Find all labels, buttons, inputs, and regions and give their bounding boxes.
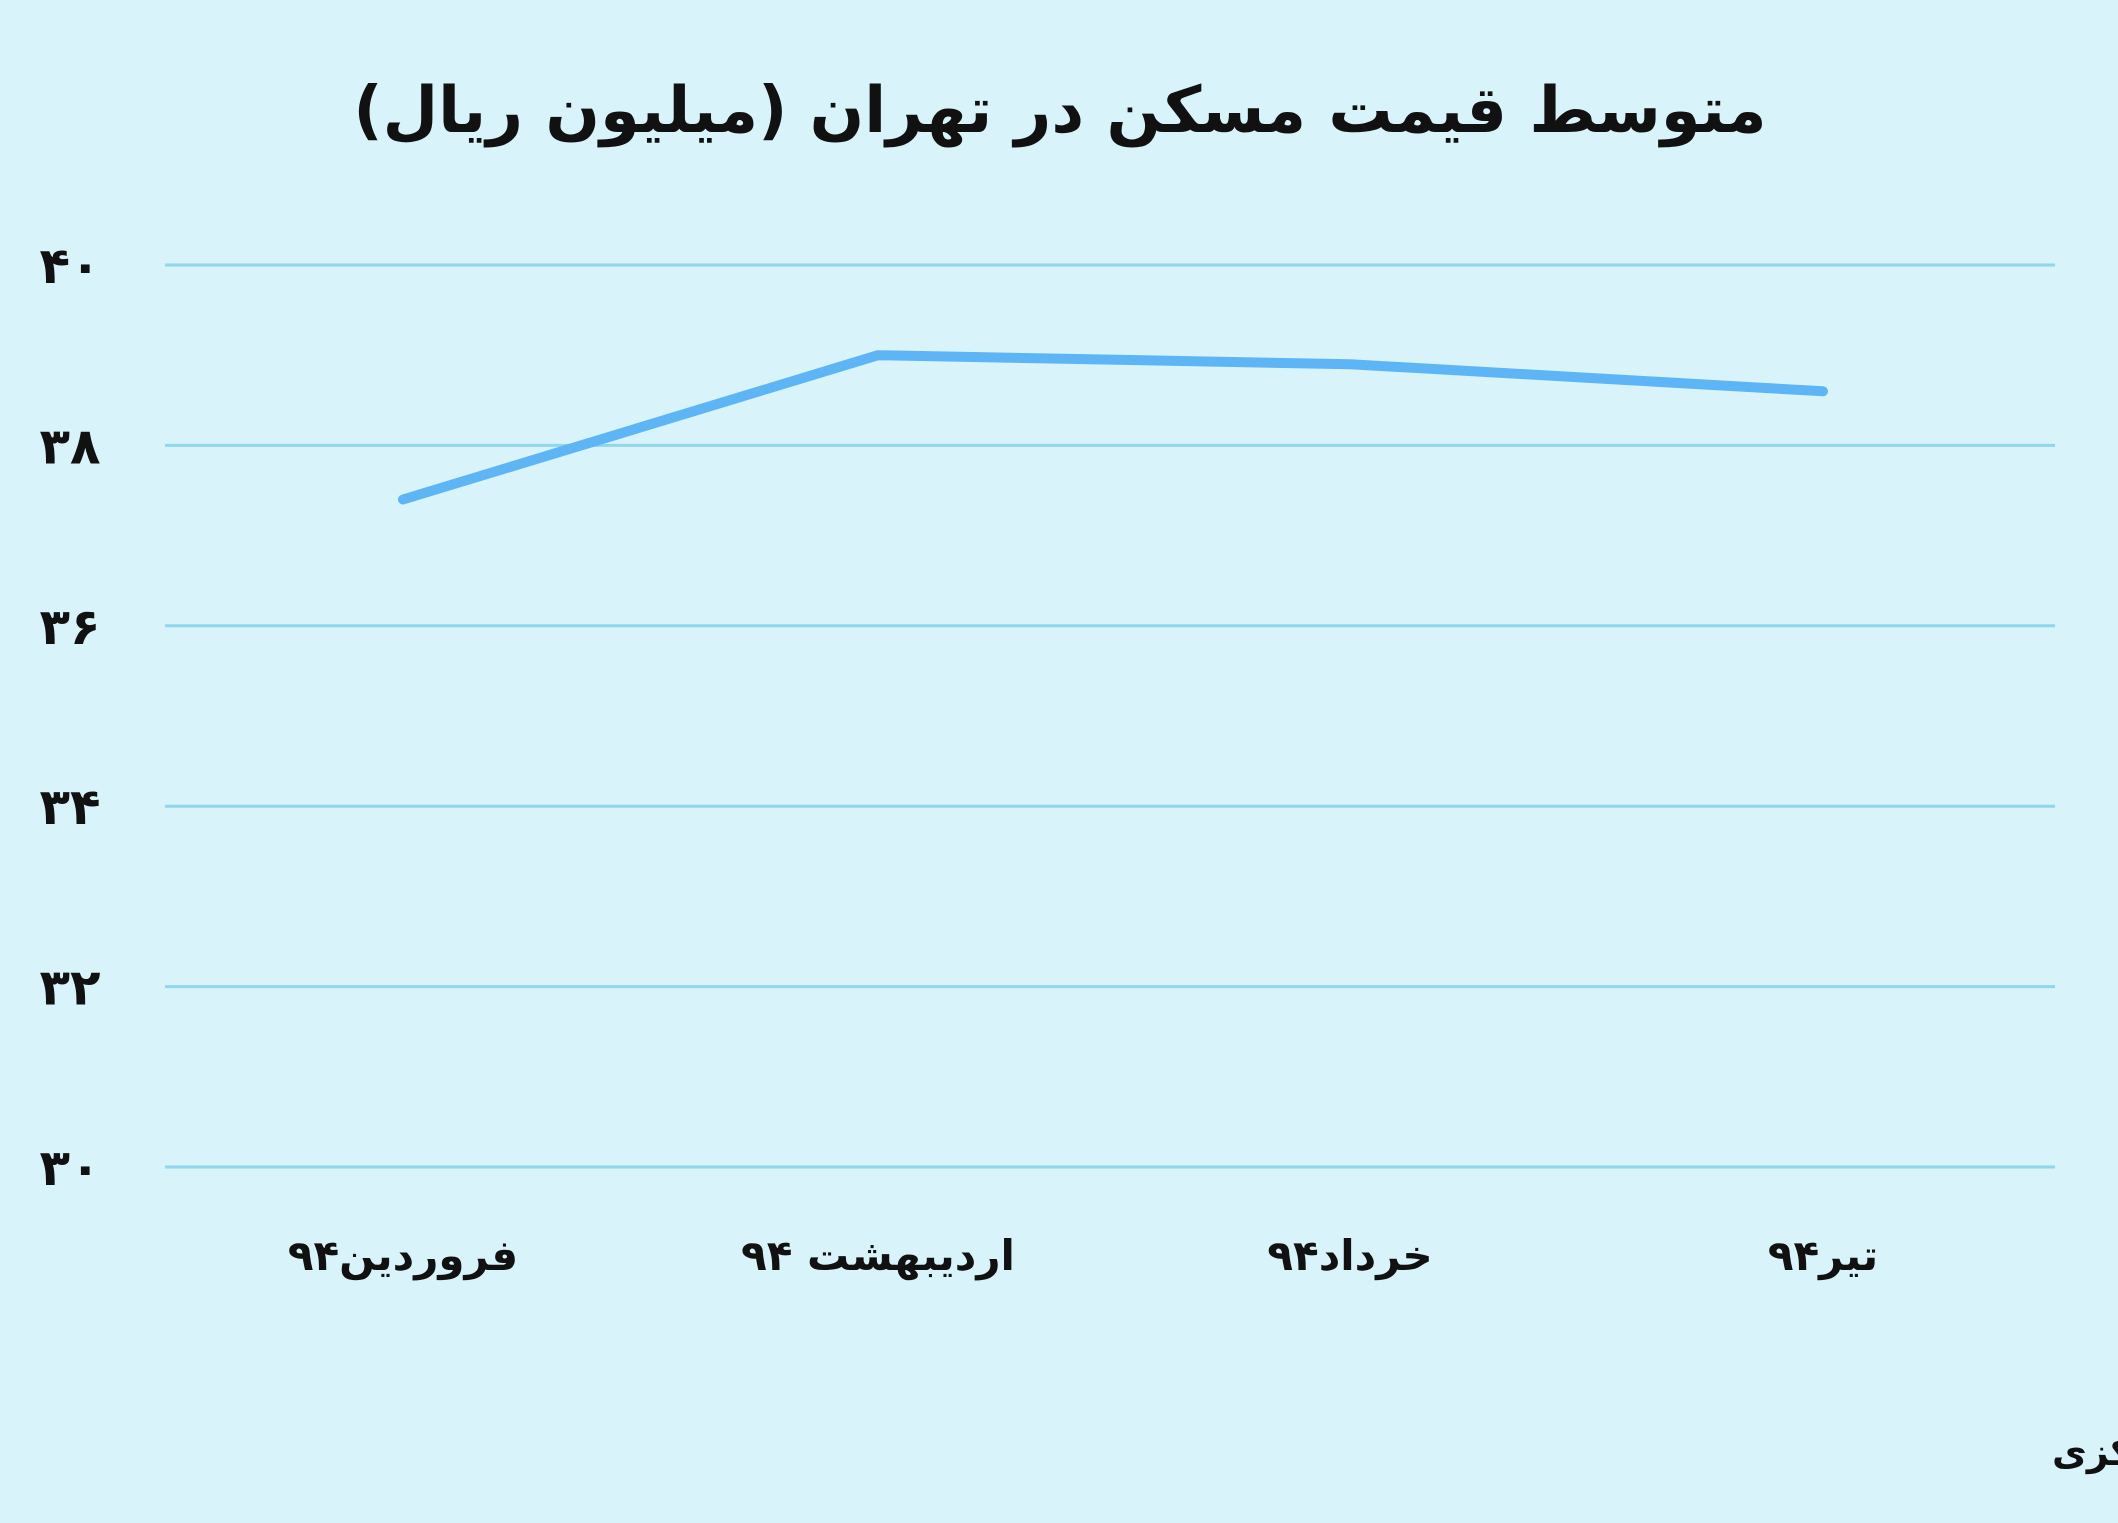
y-axis-ticks: ۳۰ ۳۲ ۳۴ ۳۶ ۳۸ ۴۰ [39,237,100,1197]
x-tick-label: تیر۹۴ [1768,1231,1878,1281]
x-axis-ticks: فروردین۹۴ اردیبهشت ۹۴ خرداد۹۴ تیر۹۴ [288,1231,1878,1281]
chart-title: متوسط قیمت مسکن در تهران (میلیون ریال) [353,74,1766,148]
y-tick-label: ۳۲ [39,959,100,1017]
y-tick-label: ۴۰ [39,237,100,295]
x-tick-label: فروردین۹۴ [288,1231,518,1281]
y-tick-label: ۳۸ [39,417,100,475]
series [398,350,1828,505]
series-line [398,350,1828,505]
y-tick-label: ۳۰ [39,1139,100,1197]
y-tick-label: ۳۴ [39,778,100,836]
gridlines [165,263,2055,1169]
x-tick-label: خرداد۹۴ [1267,1231,1432,1281]
source-note: منبع: بانک مرکزی [2052,1430,2118,1474]
x-tick-label: اردیبهشت ۹۴ [741,1231,1015,1281]
y-tick-label: ۳۶ [39,598,100,656]
